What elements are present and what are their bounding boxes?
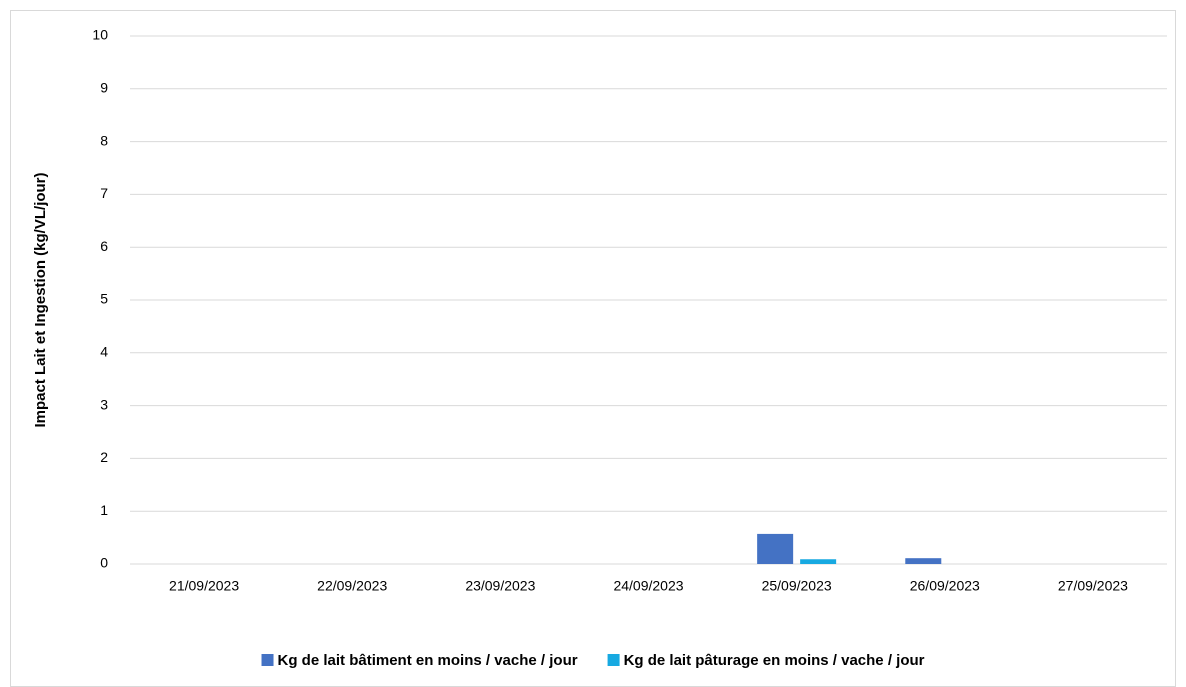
x-tick-label: 24/09/2023 [613, 578, 683, 594]
x-tick-label: 25/09/2023 [762, 578, 832, 594]
bar [757, 533, 794, 564]
y-tick-label: 1 [100, 502, 108, 518]
legend-label: Kg de lait pâturage en moins / vache / j… [624, 652, 925, 669]
y-tick-label: 5 [100, 291, 108, 307]
y-tick-label: 6 [100, 238, 108, 254]
y-tick-label: 4 [100, 344, 108, 360]
y-tick-label: 3 [100, 396, 108, 412]
x-tick-label: 23/09/2023 [465, 578, 535, 594]
legend-marker [261, 654, 274, 666]
legend-marker [607, 654, 620, 666]
y-tick-label: 8 [100, 132, 108, 148]
y-tick-label: 10 [92, 27, 108, 43]
y-tick-label: 0 [100, 555, 108, 571]
x-tick-label: 22/09/2023 [317, 578, 387, 594]
x-tick-label: 27/09/2023 [1058, 578, 1128, 594]
bar [800, 559, 837, 564]
x-tick-label: 26/09/2023 [910, 578, 980, 594]
x-tick-label: 21/09/2023 [169, 578, 239, 594]
chart-border [10, 10, 1176, 687]
y-tick-label: 7 [100, 185, 108, 201]
bar [905, 558, 942, 564]
y-axis-title: Impact Lait et Ingestion (kg/VL/jour) [32, 172, 49, 427]
legend-label: Kg de lait bâtiment en moins / vache / j… [278, 652, 578, 669]
y-tick-label: 2 [100, 449, 108, 465]
y-tick-label: 9 [100, 80, 108, 96]
